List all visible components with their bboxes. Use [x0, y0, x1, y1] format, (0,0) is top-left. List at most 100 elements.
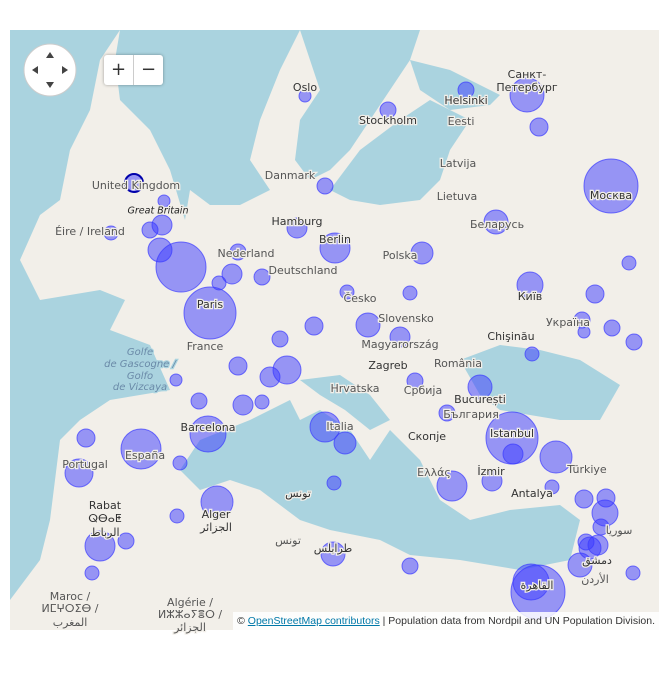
place-label: Hrvatska	[330, 382, 379, 395]
place-label: България	[443, 408, 499, 421]
bubble	[309, 411, 341, 443]
bubble	[410, 241, 434, 265]
bubble	[457, 81, 475, 99]
bubble	[592, 518, 610, 536]
population-bubbles	[64, 77, 643, 620]
bubble	[64, 458, 94, 488]
place-label: Algérie /	[167, 596, 213, 609]
place-label: تونس	[275, 534, 301, 547]
place-label: Portugal	[62, 458, 108, 471]
bubble	[169, 508, 185, 524]
place-label: Great Britain	[128, 206, 189, 217]
place-label: Berlin	[319, 233, 351, 246]
bubble	[84, 530, 116, 562]
osm-link[interactable]: OpenStreetMap contributors	[247, 615, 380, 627]
place-label: Zagreb	[368, 359, 407, 372]
place-label: Nederland	[217, 247, 274, 260]
bubble	[84, 565, 100, 581]
place-labels: Oslo Stockholm Helsinki Санкт-Петербург Eest…	[40, 67, 633, 636]
bubble	[229, 243, 247, 261]
place-label: Türkiye	[566, 463, 607, 476]
bubble	[253, 268, 271, 286]
place-label: Київ	[518, 290, 543, 303]
bubble	[259, 366, 281, 388]
bubble	[120, 428, 162, 470]
place-label: طرابلس	[314, 542, 353, 555]
place-label: الجزائر	[199, 521, 232, 534]
bubble	[509, 77, 545, 113]
copyright: ©	[237, 615, 245, 627]
place-label: Paris	[197, 298, 223, 311]
attribution: © OpenStreetMap contributors | Populatio…	[233, 612, 659, 630]
place-label: Eesti	[448, 115, 475, 128]
bubble	[183, 286, 237, 340]
place-label: United Kingdom	[92, 179, 180, 192]
place-label: دمشق	[582, 554, 612, 568]
place-label: Éire / Ireland	[55, 225, 125, 238]
place-label: France	[187, 340, 224, 353]
zoom-in-button[interactable]: +	[104, 55, 134, 85]
bubble	[603, 319, 621, 337]
bubble	[583, 158, 639, 214]
bubble	[389, 326, 411, 348]
place-label: de Vizcaya	[113, 382, 167, 393]
zoom-out-button[interactable]: −	[140, 59, 157, 80]
place-label: România	[434, 357, 482, 370]
bubble	[481, 470, 503, 492]
bubble	[467, 374, 493, 400]
bubble	[189, 415, 227, 453]
place-label: Беларусь	[470, 218, 524, 231]
bubble	[221, 263, 243, 285]
place-label: Barcelona	[181, 421, 236, 434]
bubble	[172, 455, 188, 471]
bubble	[339, 284, 355, 300]
bubble	[117, 532, 135, 550]
pan-background[interactable]	[23, 43, 77, 97]
bubble	[574, 489, 594, 509]
bubble	[625, 333, 643, 351]
bubble	[157, 194, 171, 208]
pan-control[interactable]	[23, 43, 77, 97]
bubble	[539, 440, 573, 474]
place-label: Golfo	[127, 371, 153, 382]
bubble	[76, 428, 96, 448]
place-label: Golfe	[127, 347, 153, 358]
bubble	[298, 89, 312, 103]
bubble	[585, 284, 605, 304]
bubble	[320, 541, 346, 567]
bubble	[286, 217, 308, 239]
place-label: ⵍⵣⵣⴰⵢⴻⵔ /	[158, 608, 222, 621]
place-label: Stockholm	[359, 114, 417, 127]
bubble	[577, 325, 591, 339]
place-label: Italia	[326, 420, 353, 433]
place-label: Polska	[383, 249, 418, 262]
place-label: Danmark	[265, 169, 316, 182]
place-label: Україна	[546, 316, 590, 329]
place-label: Oslo	[293, 81, 317, 94]
place-label: España	[125, 449, 165, 462]
bubble	[232, 394, 254, 416]
bubble	[438, 404, 456, 422]
bubble	[406, 372, 424, 390]
place-label: Maroc /	[50, 590, 91, 603]
place-label: Србија	[404, 384, 442, 397]
place-label: Скопје	[408, 430, 446, 443]
attribution-text: | Population data from Nordpil and UN Po…	[382, 615, 655, 627]
bubble	[200, 485, 234, 519]
place-label: de Gascogne /	[104, 359, 177, 370]
place-label: București	[454, 393, 506, 406]
place-label: ⵍⵎⵖⵔⵉⴱ /	[41, 602, 98, 615]
place-label: Slovensko	[378, 312, 434, 325]
place-label: الأردن	[581, 572, 609, 586]
place-label: الرباط	[90, 526, 119, 539]
place-label: Lietuva	[437, 190, 478, 203]
bubble	[379, 101, 397, 119]
place-label: Deutschland	[268, 264, 337, 277]
place-label: Ελλάς	[417, 466, 451, 479]
bubble	[355, 312, 381, 338]
bubble	[190, 392, 208, 410]
bubble	[271, 330, 289, 348]
bubble	[621, 255, 637, 271]
